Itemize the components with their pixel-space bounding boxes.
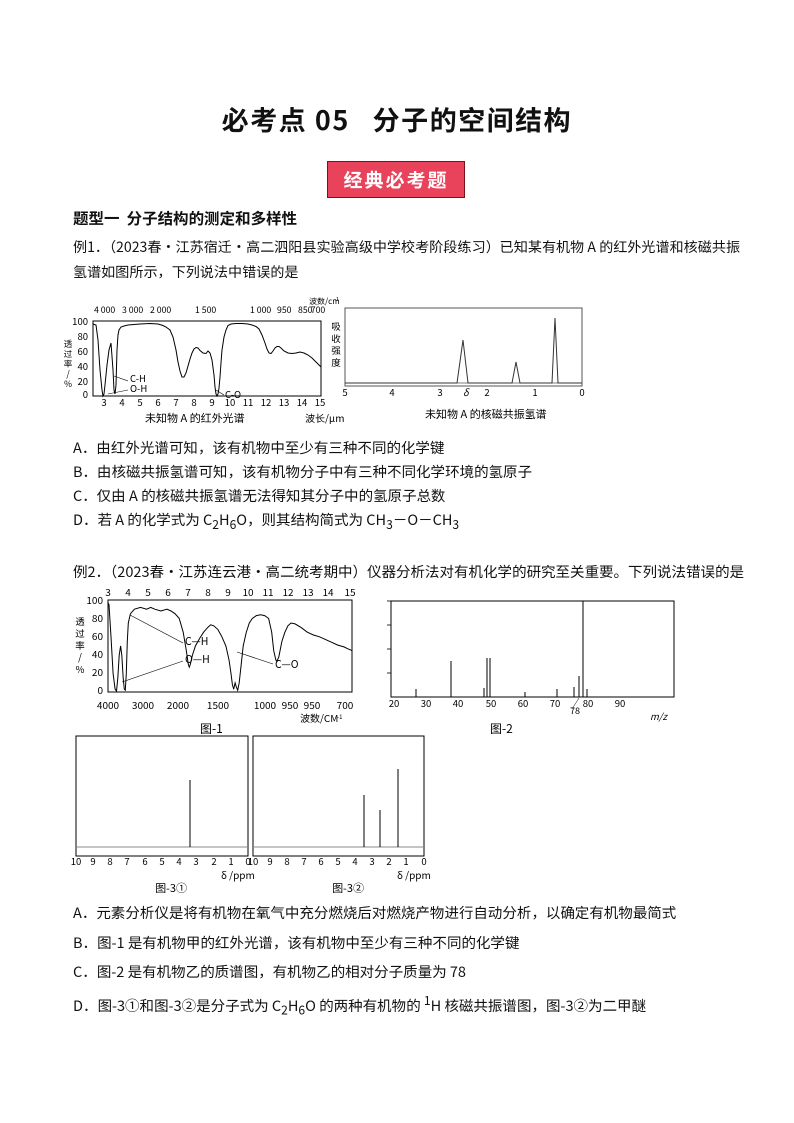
svg-text:7: 7 — [301, 854, 306, 868]
svg-text:未知物 A 的核磁共振氢谱: 未知物 A 的核磁共振氢谱 — [425, 406, 547, 422]
svg-text:9: 9 — [267, 854, 272, 868]
svg-text:0: 0 — [421, 854, 426, 868]
svg-text:2: 2 — [484, 385, 489, 399]
svg-text:8: 8 — [284, 854, 289, 868]
svg-text:4: 4 — [352, 854, 357, 868]
svg-text:6: 6 — [318, 854, 323, 868]
svg-text:5: 5 — [342, 385, 347, 399]
svg-text:5: 5 — [335, 854, 340, 868]
svg-text:1: 1 — [532, 385, 537, 399]
svg-text:3: 3 — [437, 385, 442, 399]
svg-text:10: 10 — [248, 854, 259, 868]
svg-text:δ: δ — [463, 385, 470, 399]
svg-text:度: 度 — [331, 355, 341, 369]
svg-text:图-3②: 图-3② — [332, 880, 364, 896]
svg-text:1: 1 — [403, 854, 408, 868]
svg-text:0: 0 — [579, 385, 584, 399]
svg-text:3: 3 — [369, 854, 374, 868]
svg-text:δ /ppm: δ /ppm — [397, 867, 431, 882]
svg-text:4: 4 — [389, 385, 394, 399]
svg-text:2: 2 — [386, 854, 391, 868]
